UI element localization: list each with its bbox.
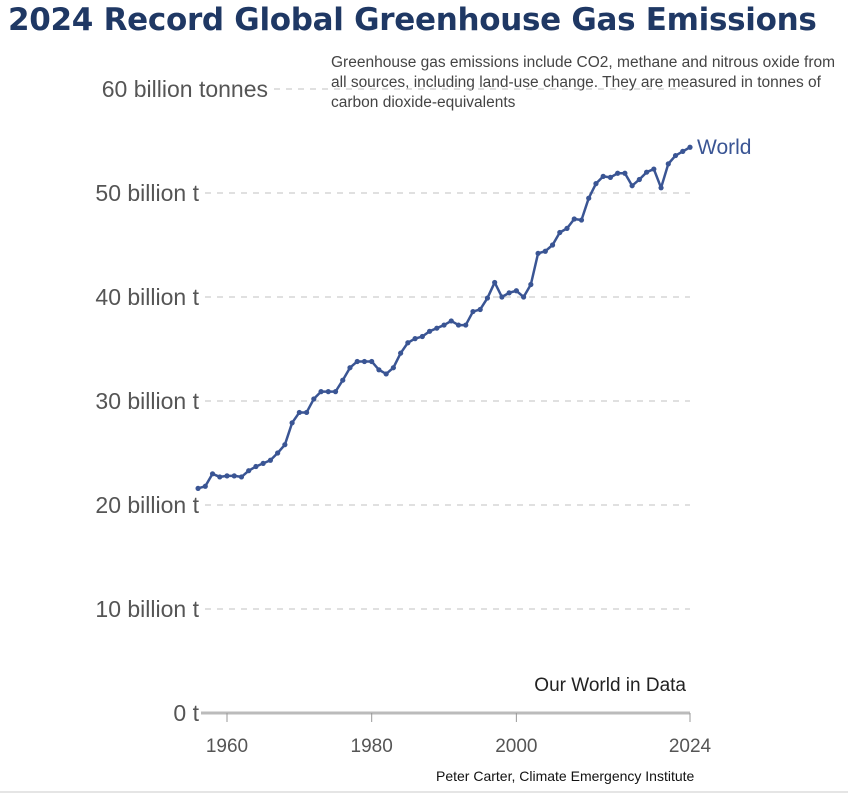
- data-point: [470, 308, 476, 315]
- data-point: [578, 217, 585, 223]
- data-point: [521, 294, 527, 300]
- data-point: [607, 174, 614, 180]
- data-point: [593, 181, 599, 187]
- data-point: [687, 144, 693, 150]
- data-point: [426, 328, 433, 334]
- data-point: [448, 318, 454, 324]
- data-point: [441, 322, 447, 328]
- data-point: [369, 358, 375, 365]
- data-point: [658, 185, 664, 191]
- data-point: [260, 460, 266, 466]
- data-point: [325, 389, 331, 395]
- data-point: [231, 473, 237, 479]
- data-point: [390, 365, 396, 371]
- data-point: [253, 463, 259, 470]
- data-point: [477, 306, 483, 313]
- data-point: [289, 420, 295, 426]
- data-point: [636, 176, 642, 183]
- y-tick-label: 30 billion t: [95, 388, 199, 414]
- bottom-divider: [0, 791, 848, 793]
- credit: Peter Carter, Climate Emergency Institut…: [436, 768, 695, 784]
- data-point: [282, 442, 288, 448]
- data-point: [303, 409, 310, 416]
- y-tick-label: 10 billion t: [95, 596, 199, 622]
- data-point: [318, 389, 324, 395]
- data-point: [246, 468, 252, 474]
- data-point: [651, 166, 657, 172]
- data-point: [383, 371, 389, 377]
- data-point: [332, 389, 339, 395]
- y-tick-label: 0 t: [173, 700, 199, 726]
- x-tick-label: 2000: [495, 736, 537, 757]
- data-point: [499, 294, 505, 300]
- data-point: [506, 290, 512, 296]
- chart-title: 2024 Record Global Greenhouse Gas Emissi…: [8, 2, 817, 38]
- data-point: [484, 295, 491, 301]
- y-tick-label: 60 billion tonnes: [102, 76, 268, 102]
- data-point: [513, 288, 519, 294]
- data-point: [672, 152, 679, 159]
- chart-subtitle: Greenhouse gas emissions include CO2, me…: [331, 54, 836, 111]
- series-line-world: [197, 146, 691, 490]
- data-point: [455, 322, 462, 328]
- data-point: [275, 450, 281, 456]
- x-tick-label: 1960: [206, 736, 248, 757]
- data-point: [354, 358, 360, 365]
- y-tick-label: 40 billion t: [95, 284, 199, 310]
- data-point: [643, 169, 650, 175]
- data-point: [217, 474, 223, 480]
- data-point: [296, 409, 302, 416]
- x-tick-label: 1980: [351, 736, 393, 757]
- data-point: [376, 367, 382, 373]
- data-point: [398, 350, 404, 356]
- data-point: [535, 250, 541, 256]
- data-point: [571, 216, 577, 222]
- data-point: [528, 281, 534, 288]
- series-label-world: World: [697, 136, 751, 159]
- data-point: [629, 183, 635, 189]
- data-point: [267, 457, 274, 463]
- data-point: [665, 161, 671, 167]
- data-point: [238, 474, 245, 480]
- data-point: [202, 483, 208, 489]
- data-point: [600, 173, 606, 179]
- data-point: [405, 340, 411, 346]
- data-point: [340, 377, 346, 383]
- data-point: [419, 333, 425, 340]
- source-label: Our World in Data: [534, 675, 686, 696]
- data-point: [224, 473, 230, 479]
- data-point: [412, 336, 418, 342]
- y-tick-label: 50 billion t: [95, 180, 199, 206]
- data-point: [549, 242, 556, 248]
- data-point: [209, 471, 216, 477]
- data-point: [492, 279, 498, 286]
- data-point: [564, 225, 570, 231]
- data-point: [311, 396, 317, 402]
- data-point: [463, 322, 469, 328]
- data-point: [347, 365, 353, 371]
- y-tick-label: 20 billion t: [95, 492, 199, 518]
- data-point: [622, 170, 628, 176]
- data-point: [680, 148, 686, 154]
- data-point: [557, 229, 563, 236]
- data-point: [434, 325, 440, 331]
- data-point: [615, 170, 621, 176]
- data-point: [586, 195, 592, 201]
- x-tick-label: 2024: [669, 736, 712, 757]
- data-point: [542, 248, 548, 254]
- data-point: [195, 485, 201, 491]
- data-point: [361, 358, 368, 365]
